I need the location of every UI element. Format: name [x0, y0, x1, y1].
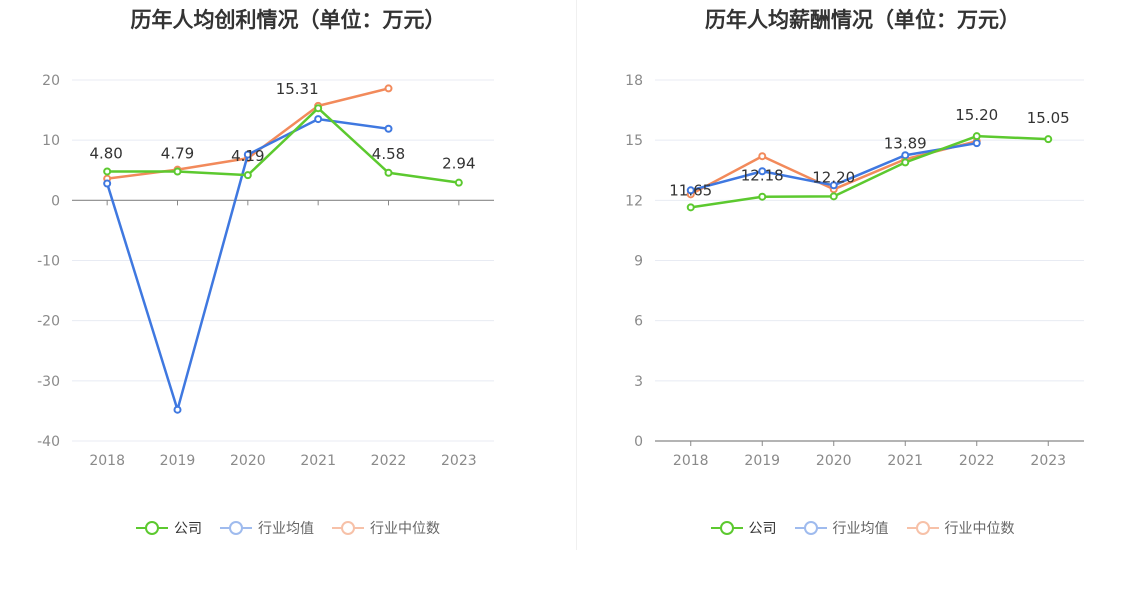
data-point	[384, 124, 393, 133]
y-tick-label: 18	[625, 73, 643, 89]
data-point	[314, 115, 323, 124]
data-point	[972, 132, 981, 141]
data-point	[686, 186, 695, 195]
data-point	[1044, 135, 1053, 144]
y-tick-label: 0	[51, 193, 60, 209]
data-point	[972, 139, 981, 148]
legend-label: 行业中位数	[370, 521, 440, 537]
x-tick-label: 2019	[160, 453, 196, 469]
data-label: 12.20	[812, 168, 855, 186]
x-tick-label: 2020	[230, 453, 266, 469]
line-chart-salary: 18 15 12 9 6 3 0 2018 2019 2020 2021 2022 2023 11.65 1…	[625, 73, 1084, 469]
series-line	[107, 106, 460, 184]
data-label: 4.58	[372, 145, 405, 163]
x-tick-label: 2018	[673, 453, 709, 469]
legend-label: 行业中位数	[944, 521, 1015, 537]
data-point	[384, 168, 393, 177]
chart-title: 历年人均创利情况（单位：万元）	[130, 8, 446, 32]
x-tick-label: 2023	[441, 453, 477, 469]
x-tick-label: 2021	[300, 453, 336, 469]
data-point	[901, 151, 910, 160]
x-tick-label: 2018	[89, 453, 125, 469]
data-label: 11.65	[669, 181, 712, 199]
data-label: 4.19	[231, 147, 264, 165]
data-point	[758, 167, 767, 176]
data-label: 15.31	[276, 80, 319, 98]
data-label: 4.79	[161, 145, 194, 163]
data-label: 2.94	[442, 155, 475, 173]
data-point	[829, 192, 838, 201]
panel-divider	[576, 0, 577, 550]
legend-swatch-icon	[220, 521, 252, 535]
legend-item-industry-median[interactable]: 行业中位数	[332, 518, 440, 538]
legend: 公司 行业均值 行业中位数	[577, 518, 1148, 538]
data-point	[454, 178, 463, 187]
data-point	[314, 104, 323, 113]
data-point	[103, 179, 112, 188]
data-point	[829, 181, 838, 190]
x-tick-label: 2023	[1030, 453, 1066, 469]
y-tick-label: 15	[625, 133, 643, 149]
legend-label: 行业均值	[832, 521, 889, 537]
legend-item-industry-median[interactable]: 行业中位数	[906, 518, 1015, 538]
legend-swatch-icon	[794, 521, 827, 535]
legend-swatch-icon	[332, 521, 364, 535]
x-tick-label: 2022	[371, 453, 407, 469]
legend: 公司 行业均值 行业中位数	[0, 518, 576, 538]
chart-panel-salary: 历年人均薪酬情况（单位：万元） 18 15 12 9 6 3 0 2018 2019 2020 20…	[577, 0, 1148, 589]
y-tick-label: 12	[625, 193, 643, 209]
legend-label: 公司	[748, 521, 777, 537]
data-label: 4.80	[89, 144, 122, 162]
data-label: 12.18	[741, 167, 784, 185]
data-point	[243, 171, 252, 180]
y-tick-label: 9	[634, 254, 643, 270]
legend-label: 公司	[174, 521, 202, 537]
data-label: 15.05	[1027, 109, 1070, 127]
data-point	[686, 203, 695, 212]
x-tick-label: 2021	[887, 453, 923, 469]
data-point	[901, 158, 910, 167]
data-point	[384, 84, 393, 93]
x-tick-label: 2020	[816, 453, 852, 469]
legend-item-company[interactable]: 公司	[136, 518, 202, 538]
legend-item-industry-average[interactable]: 行业均值	[220, 518, 314, 538]
data-point	[173, 405, 182, 414]
legend-label: 行业均值	[258, 521, 314, 537]
y-tick-label: 6	[634, 314, 643, 330]
legend-swatch-icon	[136, 521, 168, 535]
chart-panel-profit: 历年人均创利情况（单位：万元） 20 10 0 -10 -20 -30 -40 2018 201…	[0, 8, 576, 538]
data-point	[243, 150, 252, 159]
legend-swatch-icon	[906, 521, 939, 535]
x-tick-label: 2022	[959, 453, 995, 469]
y-tick-label: -10	[37, 254, 60, 270]
series-line	[690, 134, 1049, 209]
line-chart-profit: 20 10 0 -10 -20 -30 -40 2018 2019 2020 2021 2022 202…	[37, 73, 494, 469]
legend-swatch-icon	[710, 521, 743, 535]
y-tick-label: 0	[634, 434, 643, 450]
x-tick-label: 2019	[744, 453, 780, 469]
y-tick-label: 10	[42, 133, 60, 149]
y-tick-label: 20	[42, 73, 60, 89]
y-tick-label: 3	[634, 374, 643, 390]
data-point	[103, 167, 112, 176]
data-label: 15.20	[955, 106, 998, 124]
chart-title: 历年人均薪酬情况（单位：万元）	[705, 8, 1020, 32]
legend-item-company[interactable]: 公司	[710, 518, 777, 538]
y-tick-label: -20	[37, 314, 60, 330]
y-tick-label: -30	[37, 374, 60, 390]
y-tick-label: -40	[37, 434, 60, 450]
legend-item-industry-average[interactable]: 行业均值	[794, 518, 889, 538]
data-point	[758, 192, 767, 201]
data-point	[758, 152, 767, 161]
data-point	[173, 167, 182, 176]
data-label: 13.89	[884, 134, 927, 152]
